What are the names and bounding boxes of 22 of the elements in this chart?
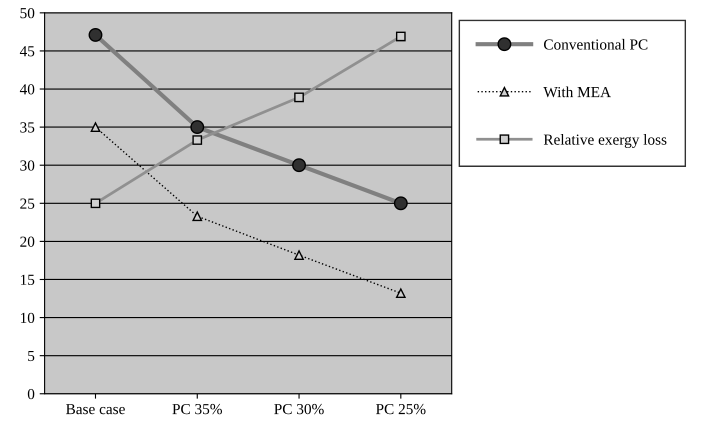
legend-label: Relative exergy loss	[544, 134, 666, 148]
y-tick-label: 45	[20, 46, 34, 56]
y-tick-label: 35	[20, 122, 34, 133]
y-tick-label: 15	[20, 274, 34, 285]
x-tick-label: Base case	[66, 404, 125, 414]
legend-label: With MEA	[543, 86, 611, 98]
y-tick-label: 50	[20, 8, 34, 18]
point	[192, 211, 202, 222]
y-tick-label: 5	[28, 350, 34, 362]
y-tick-label: 20	[20, 236, 34, 247]
y-tick-label: 0	[28, 388, 34, 400]
y-tick-label: 25	[20, 198, 34, 209]
y-tick-label: 10	[20, 312, 34, 324]
point	[294, 250, 304, 260]
x-tick-label: PC 35%	[172, 404, 222, 414]
y-tick-label: 40	[20, 84, 34, 94]
x-tick-label: PC 25%	[376, 404, 426, 414]
legend-label: Conventional PC	[544, 38, 648, 50]
point	[90, 122, 100, 132]
point	[396, 288, 406, 298]
y-tick-label: 30	[20, 160, 34, 171]
x-tick-label: PC 30%	[274, 404, 324, 414]
